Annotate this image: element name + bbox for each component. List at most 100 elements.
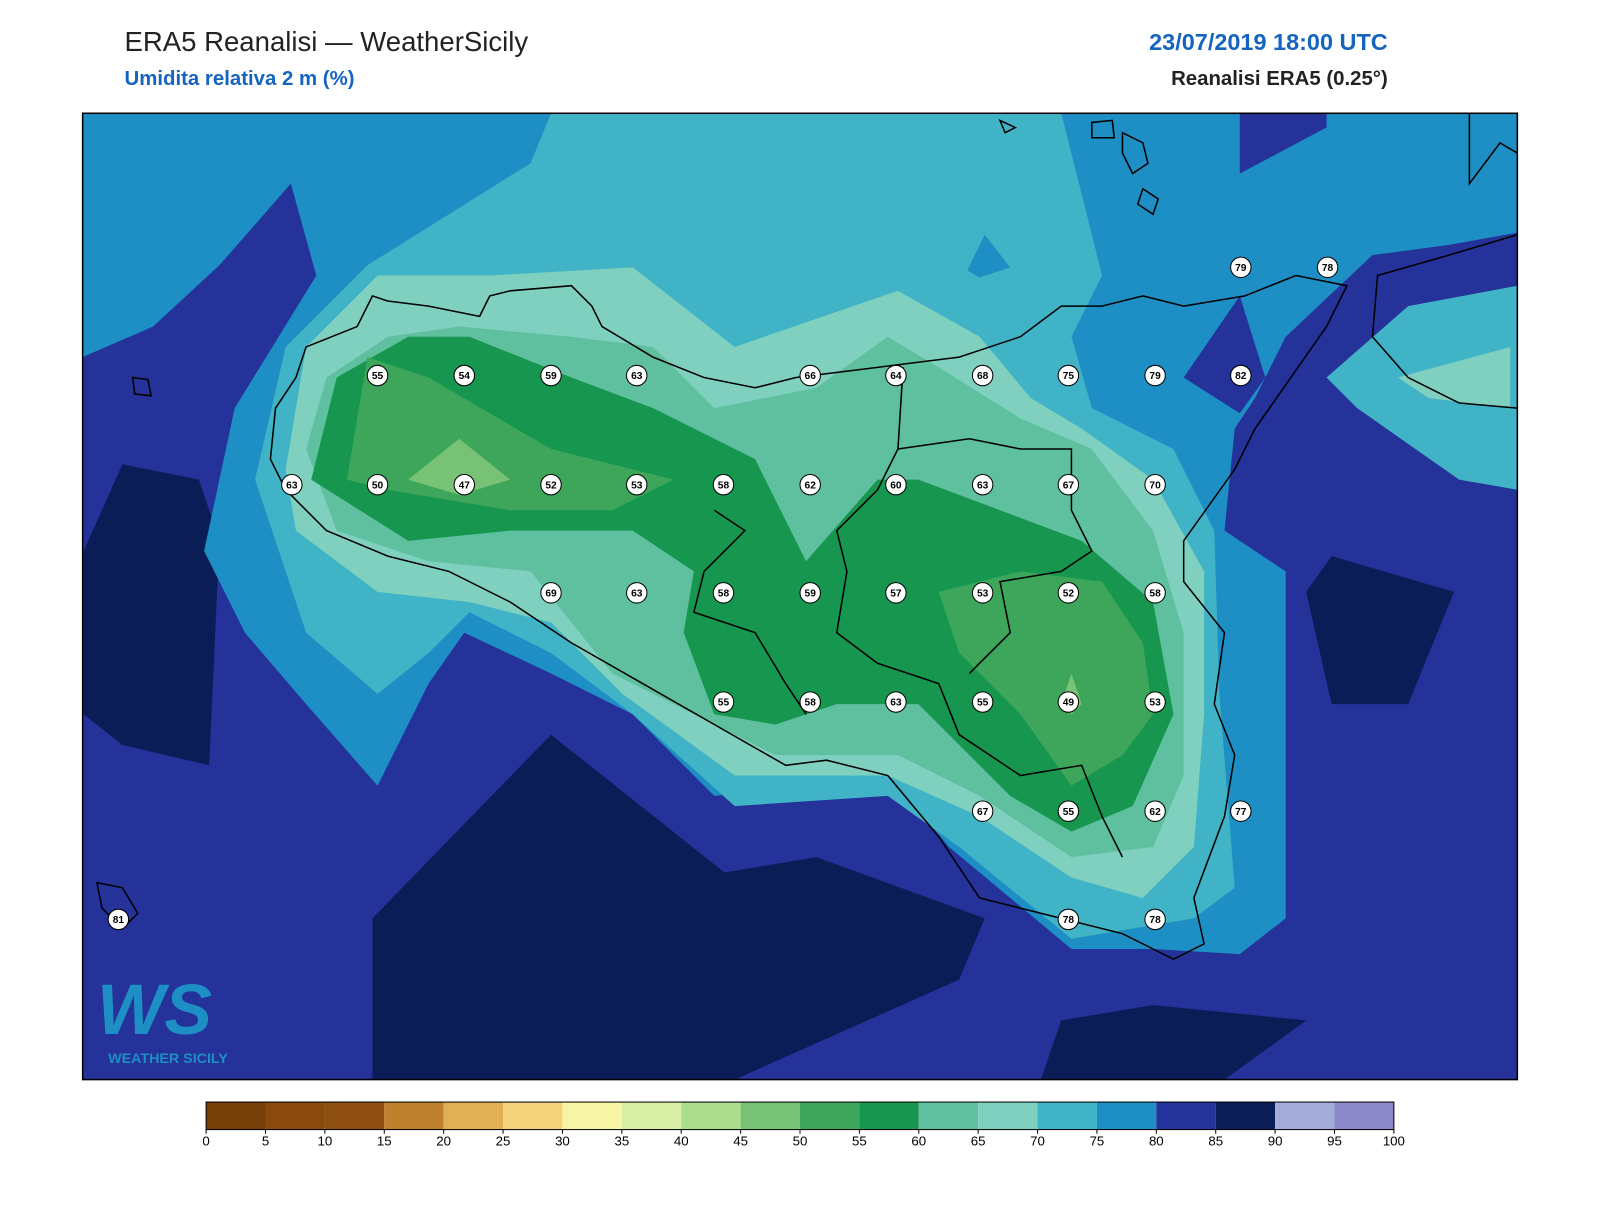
colorbar-swatch bbox=[1156, 1102, 1216, 1130]
station-marker bbox=[799, 691, 821, 713]
station-value: 64 bbox=[890, 371, 902, 382]
station-marker bbox=[1057, 473, 1080, 496]
station-value: 82 bbox=[1235, 371, 1247, 382]
station-marker bbox=[712, 691, 735, 713]
station-marker bbox=[1144, 364, 1166, 387]
station-value: 69 bbox=[545, 589, 557, 600]
colorbar-tick-label: 25 bbox=[496, 1133, 511, 1148]
colorbar-swatch bbox=[859, 1102, 919, 1130]
station-value: 70 bbox=[1149, 480, 1161, 491]
station-value: 63 bbox=[286, 480, 298, 491]
station-marker bbox=[540, 582, 562, 604]
colorbar-tick-label: 55 bbox=[852, 1133, 867, 1148]
colorbar-tick-label: 15 bbox=[377, 1133, 392, 1148]
station-marker bbox=[1057, 582, 1080, 604]
colorbar-swatch bbox=[740, 1102, 800, 1130]
station-value: 75 bbox=[1063, 371, 1075, 382]
subtitle: Umidita relativa 2 m (%) bbox=[124, 68, 354, 90]
title: ERA5 Reanalisi — WeatherSicily bbox=[124, 26, 528, 57]
station-value: 63 bbox=[631, 589, 643, 600]
colorbar-tick-label: 45 bbox=[733, 1133, 748, 1148]
station-marker bbox=[1144, 582, 1166, 604]
station-value: 79 bbox=[1149, 371, 1161, 382]
colorbar-swatch bbox=[503, 1102, 563, 1130]
station-marker bbox=[799, 364, 821, 387]
station-marker bbox=[1144, 473, 1166, 496]
colorbar-tick-label: 75 bbox=[1090, 1133, 1105, 1148]
colorbar-tick-label: 100 bbox=[1383, 1133, 1405, 1148]
station-marker bbox=[712, 473, 735, 496]
colorbar-swatch bbox=[918, 1102, 979, 1130]
station-marker bbox=[885, 582, 907, 604]
colorbar-swatch bbox=[562, 1102, 622, 1130]
station-value: 63 bbox=[890, 698, 902, 709]
station-value: 60 bbox=[890, 480, 902, 491]
station-value: 59 bbox=[805, 589, 817, 600]
station-value: 49 bbox=[1063, 698, 1075, 709]
station-marker bbox=[540, 473, 562, 496]
colorbar-tick-label: 35 bbox=[614, 1133, 629, 1148]
station-marker bbox=[1230, 364, 1252, 387]
colorbar-tick-label: 90 bbox=[1268, 1133, 1283, 1148]
logo-mark: WS bbox=[97, 970, 212, 1050]
station-value: 47 bbox=[459, 480, 471, 491]
station-marker bbox=[1057, 364, 1080, 387]
colorbar-swatch bbox=[621, 1102, 682, 1130]
station-marker bbox=[885, 473, 907, 496]
station-value: 58 bbox=[718, 480, 730, 491]
logo-text: WEATHER SICILY bbox=[108, 1051, 228, 1067]
station-marker bbox=[971, 582, 994, 604]
station-value: 53 bbox=[1149, 698, 1161, 709]
station-value: 67 bbox=[1063, 480, 1075, 491]
colorbar-swatch bbox=[800, 1102, 860, 1130]
station-marker bbox=[1230, 256, 1252, 279]
map: 55 54 59 63 66 64 68 75 79 82 79 78 63 50 47 52 53 58 62 60… bbox=[82, 113, 1518, 1080]
station-marker bbox=[453, 364, 475, 387]
colorbar-tick-label: 50 bbox=[793, 1133, 808, 1148]
station-value: 55 bbox=[1063, 807, 1075, 818]
station-marker bbox=[626, 582, 648, 604]
station-marker bbox=[107, 908, 130, 931]
station-marker bbox=[1057, 908, 1080, 931]
colorbar-swatch bbox=[384, 1102, 444, 1130]
station-marker bbox=[799, 582, 821, 604]
station-value: 78 bbox=[1149, 915, 1161, 926]
station-value: 66 bbox=[805, 371, 817, 382]
colorbar-swatch bbox=[1037, 1102, 1097, 1130]
colorbar-swatch bbox=[681, 1102, 741, 1130]
station-value: 52 bbox=[1063, 589, 1075, 600]
station-value: 59 bbox=[545, 371, 557, 382]
station-value: 78 bbox=[1322, 263, 1334, 274]
colorbar-swatch bbox=[1215, 1102, 1276, 1130]
colorbar-swatch bbox=[443, 1102, 504, 1130]
station-marker bbox=[885, 364, 907, 387]
station-value: 58 bbox=[718, 589, 730, 600]
station-marker bbox=[453, 473, 475, 496]
colorbar-tick-label: 20 bbox=[436, 1133, 451, 1148]
colorbar-swatch bbox=[1275, 1102, 1335, 1130]
station-marker bbox=[971, 691, 994, 713]
station-marker bbox=[540, 364, 562, 387]
station-marker bbox=[281, 473, 303, 496]
station-value: 77 bbox=[1235, 807, 1247, 818]
colorbar-tick-label: 95 bbox=[1327, 1133, 1342, 1148]
station-marker bbox=[971, 473, 994, 496]
colorbar-swatch bbox=[206, 1102, 266, 1130]
station-layer: 55 54 59 63 66 64 68 75 79 82 79 78 63 50 47 52 53 58 62 60… bbox=[107, 256, 1339, 931]
station-marker bbox=[366, 473, 389, 496]
colorbar-tick-label: 70 bbox=[1030, 1133, 1045, 1148]
logo: WS WEATHER SICILY bbox=[97, 970, 228, 1067]
colorbar: 0 5 10 15 20 25 30 35 40 45 50 55 60 65 70 75 80 85 90 95 10… bbox=[202, 1101, 1405, 1148]
station-value: 63 bbox=[977, 480, 989, 491]
colorbar-swatch bbox=[324, 1102, 385, 1130]
field-65-70 bbox=[1397, 346, 1511, 409]
station-value: 53 bbox=[977, 589, 989, 600]
station-marker bbox=[366, 364, 389, 387]
station-marker bbox=[1057, 691, 1080, 713]
station-marker bbox=[799, 473, 821, 496]
station-value: 55 bbox=[718, 698, 730, 709]
coastline bbox=[95, 113, 1518, 961]
station-value: 58 bbox=[805, 698, 817, 709]
station-value: 62 bbox=[805, 480, 817, 491]
